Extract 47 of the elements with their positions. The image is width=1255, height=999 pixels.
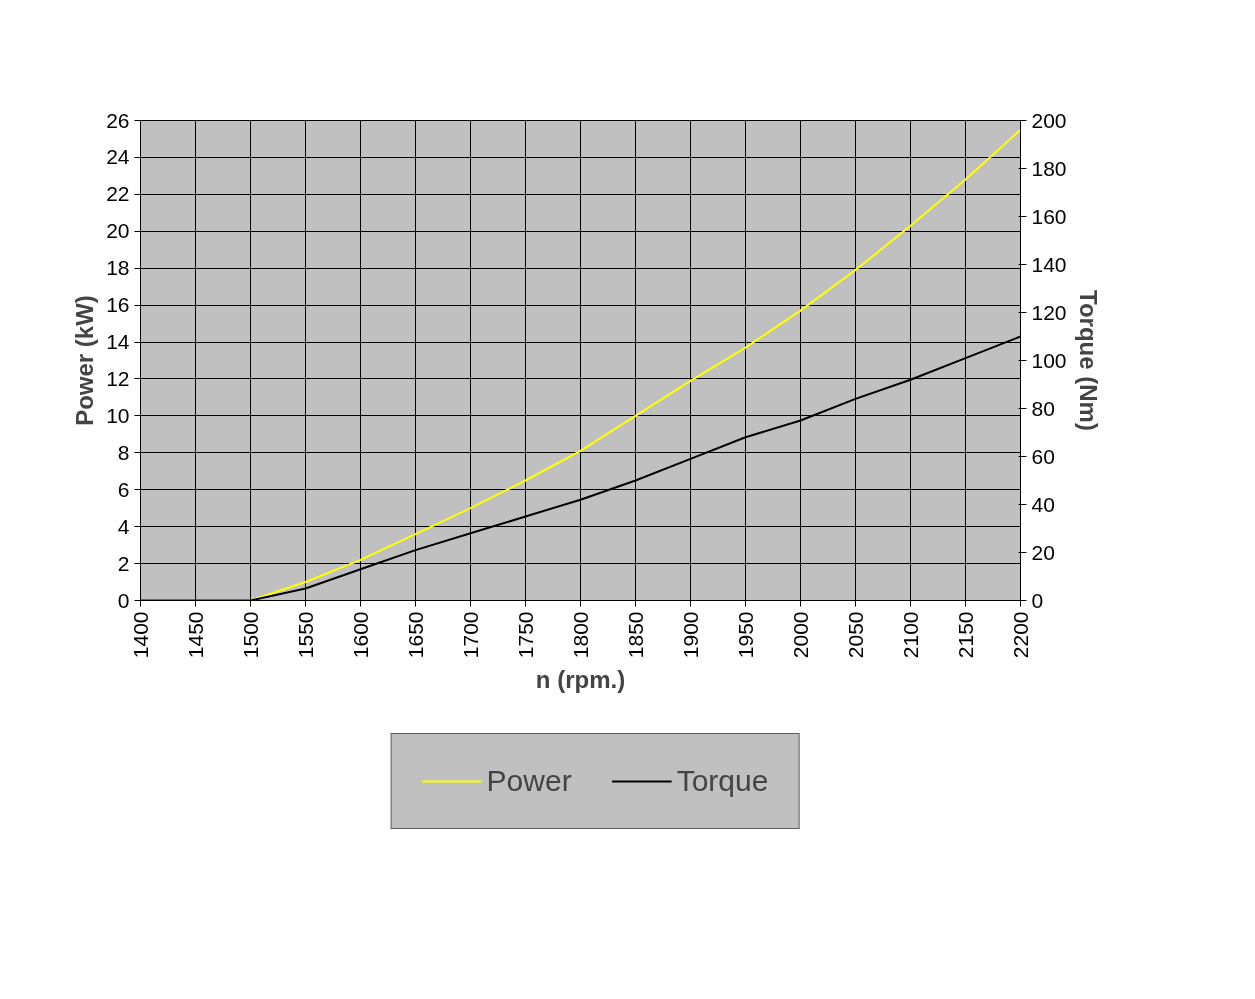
y-axis-title: Power (kW) [71, 295, 99, 426]
x-tick-label: 1800 [568, 611, 592, 659]
y2-tick-label: 180 [1031, 156, 1067, 180]
y-tick-label: 2 [117, 551, 130, 575]
x-tick-label: 1650 [403, 611, 427, 659]
y2-tick-label: 20 [1031, 540, 1055, 564]
y-tick-label: 8 [117, 440, 130, 464]
y-tick-label: 4 [117, 514, 130, 538]
y2-tick-label: 40 [1031, 492, 1055, 516]
x-tick-label: 1750 [513, 611, 537, 659]
x-tick-label: 1500 [238, 611, 262, 659]
legend-label: Power [486, 764, 572, 798]
y-tick-label: 26 [106, 108, 130, 132]
x-tick-label: 1850 [623, 611, 647, 659]
y-tick-label: 16 [106, 293, 130, 317]
y2-tick-label: 120 [1031, 300, 1067, 324]
x-tick-label: 2200 [1008, 611, 1032, 659]
y-tick-label: 0 [117, 588, 130, 612]
x-tick-label: 2100 [898, 611, 922, 659]
x-tick-label: 1900 [678, 611, 702, 659]
y2-tick-label: 60 [1031, 444, 1055, 468]
y-tick-label: 18 [106, 256, 130, 280]
x-tick-label: 1400 [128, 611, 152, 659]
x-tick-label: 2000 [788, 611, 812, 659]
y2-axis-title: Torque (Nm) [1074, 290, 1102, 431]
y2-tick-label: 140 [1031, 252, 1067, 276]
y2-tick-label: 80 [1031, 396, 1055, 420]
y-tick-label: 22 [106, 182, 130, 206]
y2-tick-label: 200 [1031, 108, 1067, 132]
x-tick-label: 1450 [183, 611, 207, 659]
x-tick-label: 2050 [843, 611, 867, 659]
y-tick-label: 24 [106, 145, 130, 169]
y-tick-label: 10 [106, 403, 130, 427]
x-tick-label: 2150 [953, 611, 977, 659]
x-tick-label: 1700 [458, 611, 482, 659]
x-axis-title: n (rpm.) [535, 666, 626, 694]
y-tick-label: 6 [117, 477, 130, 501]
y2-tick-label: 100 [1031, 348, 1067, 372]
y-tick-label: 12 [106, 366, 130, 390]
x-tick-label: 1950 [733, 611, 757, 659]
y2-tick-label: 0 [1031, 588, 1044, 612]
y-tick-label: 20 [106, 219, 130, 243]
legend-label: Torque [676, 764, 769, 798]
x-tick-label: 1550 [293, 611, 317, 659]
x-tick-label: 1600 [348, 611, 372, 659]
y2-tick-label: 160 [1031, 204, 1067, 228]
y-tick-label: 14 [106, 330, 130, 354]
